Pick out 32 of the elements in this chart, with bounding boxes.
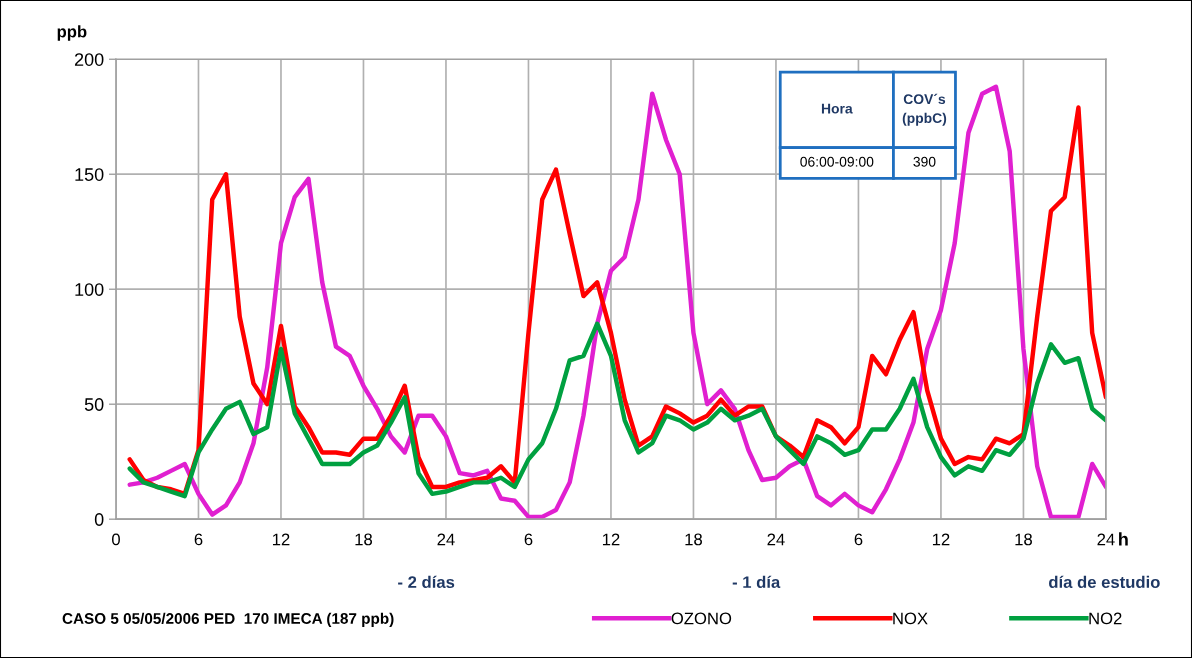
x-tick-label: 24 <box>767 533 785 546</box>
legend-label: OZONO <box>671 612 732 625</box>
text: - 1 día <box>732 575 781 589</box>
y-axis-title: ppb <box>57 25 87 41</box>
x-tick-label: 18 <box>685 533 702 546</box>
x-tick-label: 24 <box>437 533 455 546</box>
annotation: COV´s (ppbC) <box>902 93 947 126</box>
x-tick-label: 6 <box>194 533 203 546</box>
x-tick-label: 24 <box>1097 533 1115 546</box>
y-tick-label: 200 <box>74 53 104 66</box>
x-tick-label: 12 <box>602 533 620 546</box>
annotation: 390 <box>913 156 936 167</box>
y-tick-label: 100 <box>75 283 104 296</box>
x-tick-label: 6 <box>524 533 533 546</box>
annotation: Hora <box>821 103 853 114</box>
x-tick-label: 18 <box>355 533 373 546</box>
legend-label: NO2 <box>1089 612 1122 625</box>
text: día de estudio <box>1049 575 1160 589</box>
y-tick-label: 150 <box>75 168 104 181</box>
x-tick-label: 6 <box>854 533 863 546</box>
text: CASO 5 05/05/2006 PED 170 IMECA (187 ppb) <box>62 612 394 627</box>
text: - 2 días <box>398 575 455 589</box>
x-tick-label: 0 <box>112 533 120 546</box>
y-tick-label: 0 <box>94 513 104 526</box>
annotation: 06:00-09:00 <box>800 156 874 167</box>
x-axis-title: h <box>1119 532 1128 546</box>
x-tick-label: 12 <box>272 533 290 546</box>
line-series <box>127 321 1106 499</box>
legend-label: NOX <box>893 612 928 625</box>
x-tick-label: 12 <box>932 533 950 546</box>
x-tick-label: 18 <box>1015 533 1032 546</box>
y-tick-label: 50 <box>84 398 104 411</box>
